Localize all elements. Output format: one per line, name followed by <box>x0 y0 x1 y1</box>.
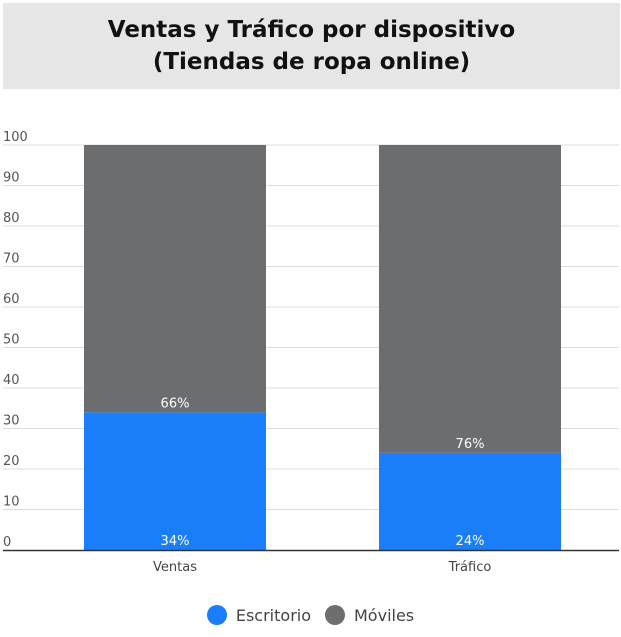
bar-ventas-escritorio <box>84 412 266 550</box>
bar-ventas-móviles <box>84 145 266 413</box>
y-tick-label-10: 10 <box>3 495 20 510</box>
data-label-tráfico-escritorio: 24% <box>456 534 485 549</box>
y-tick-label-50: 50 <box>3 333 20 348</box>
chart-title-box: Ventas y Tráfico por dispositivo (Tienda… <box>3 3 620 89</box>
bar-tráfico-móviles <box>379 145 561 453</box>
legend-item-escritorio: Escritorio <box>206 605 311 625</box>
bar-tráfico-escritorio <box>379 452 561 550</box>
data-label-tráfico-móviles: 76% <box>456 437 485 452</box>
y-tick-label-60: 60 <box>3 292 20 307</box>
y-tick-label-90: 90 <box>3 171 20 186</box>
stacked-bar-chart: 0 10 20 30 40 50 60 70 80 90 100 34% 66% Ventas 24% 76%… <box>3 130 619 575</box>
y-tick-label-70: 70 <box>3 252 20 267</box>
x-tick-label-1: Tráfico <box>448 560 492 575</box>
y-tick-label-80: 80 <box>3 211 20 226</box>
legend-swatch-escritorio <box>206 605 227 625</box>
chart-subtitle: (Tiendas de ropa online) <box>152 49 471 75</box>
legend-label-escritorio: Escritorio <box>235 605 311 625</box>
legend: Escritorio Móviles <box>0 600 621 630</box>
chart-title: Ventas y Tráfico por dispositivo <box>107 17 516 43</box>
data-label-ventas-escritorio: 34% <box>161 534 190 549</box>
y-tick-label-100: 100 <box>3 130 28 145</box>
data-label-ventas-móviles: 66% <box>161 396 190 411</box>
y-tick-label-30: 30 <box>3 414 20 429</box>
legend-swatch-moviles <box>325 605 345 625</box>
legend-item-moviles: Móviles <box>325 605 414 625</box>
y-tick-label-0: 0 <box>3 535 11 550</box>
x-tick-label-0: Ventas <box>153 560 197 575</box>
y-tick-label-20: 20 <box>3 454 20 469</box>
legend-label-moviles: Móviles <box>354 605 415 625</box>
y-tick-label-40: 40 <box>3 373 20 388</box>
